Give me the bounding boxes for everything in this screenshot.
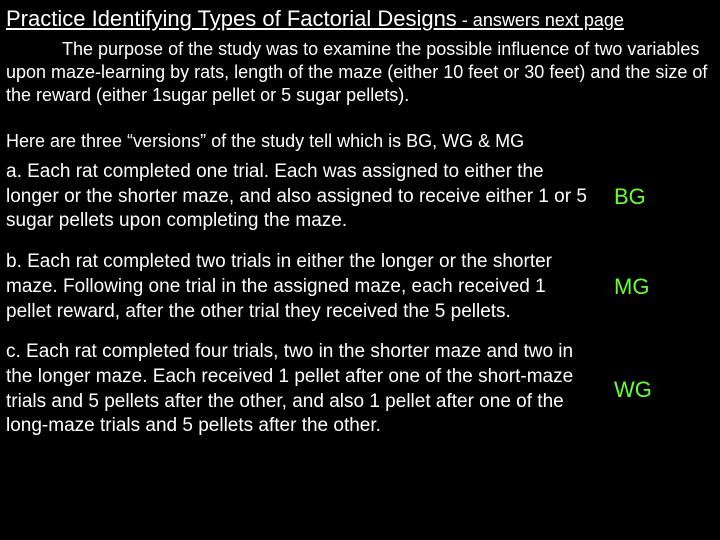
title-main: Practice Identifying Types of Factorial … (6, 6, 457, 31)
item-a-row: a. Each rat completed one trial. Each wa… (0, 158, 720, 248)
title-suffix: - answers next page (457, 10, 624, 30)
item-a-text: a. Each rat completed one trial. Each wa… (6, 160, 596, 234)
item-b-text: b. Each rat completed two trials in eith… (6, 250, 596, 324)
item-c-answer: WG (614, 377, 668, 403)
item-a-answer: BG (614, 184, 668, 210)
purpose-paragraph: The purpose of the study was to examine … (0, 34, 720, 117)
slide-title: Practice Identifying Types of Factorial … (0, 0, 720, 34)
versions-intro: Here are three “versions” of the study t… (0, 117, 720, 158)
item-b-answer: MG (614, 274, 668, 300)
item-b-row: b. Each rat completed two trials in eith… (0, 248, 720, 338)
item-c-row: c. Each rat completed four trials, two i… (0, 338, 720, 439)
item-c-text: c. Each rat completed four trials, two i… (6, 340, 596, 439)
